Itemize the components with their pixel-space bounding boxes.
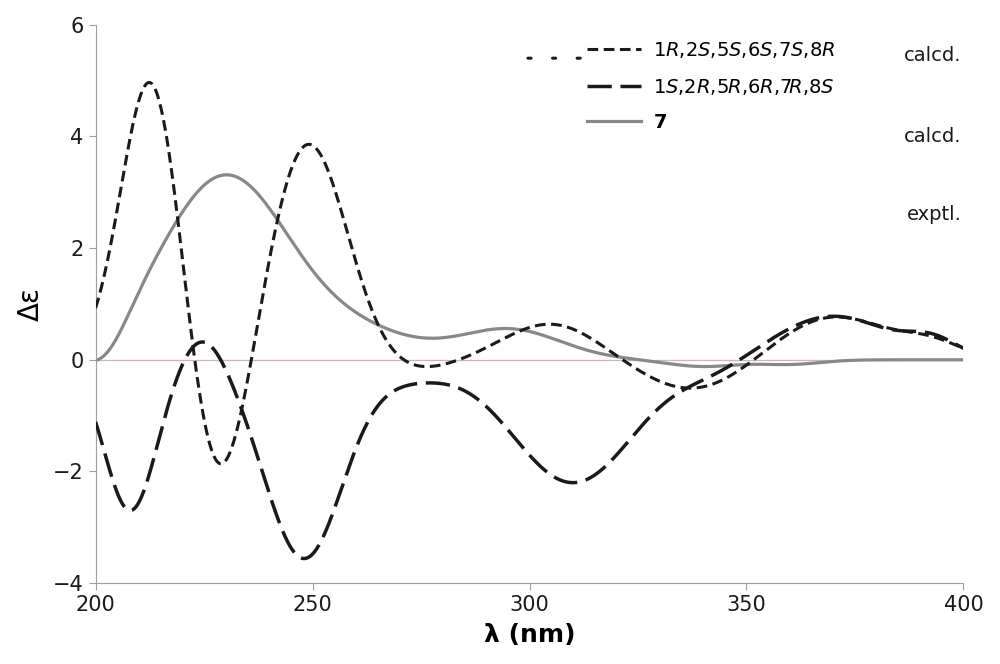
Text: calcd.: calcd. [904, 46, 962, 65]
Text: calcd.: calcd. [904, 127, 962, 146]
Text: exptl.: exptl. [907, 205, 962, 224]
X-axis label: λ (nm): λ (nm) [484, 623, 575, 647]
Legend: $\mathit{1R}$,$\mathit{2S}$,$\mathit{5S}$,$\mathit{6S}$,$\mathit{7S}$,$\mathit{8: $\mathit{1R}$,$\mathit{2S}$,$\mathit{5S}… [581, 35, 841, 138]
Y-axis label: Δε: Δε [17, 287, 45, 321]
